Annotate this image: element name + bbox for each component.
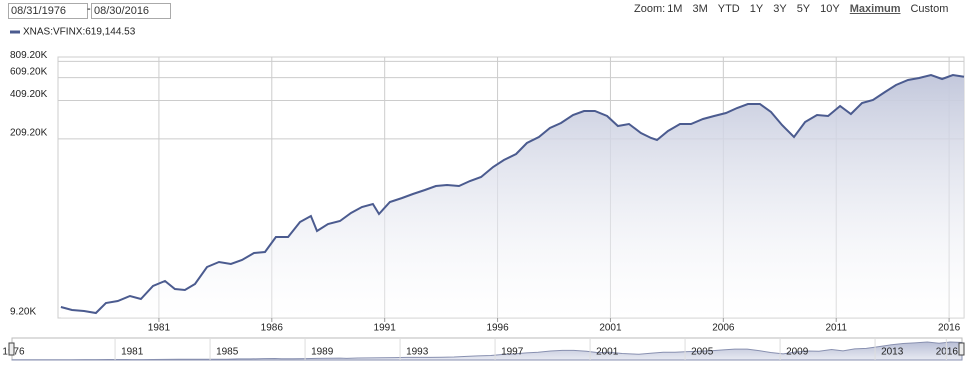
navigator-label: 1993 bbox=[406, 347, 429, 358]
zoom-button[interactable]: Maximum bbox=[849, 3, 901, 15]
zoom-button[interactable]: 3M bbox=[692, 3, 708, 15]
navigator-label: 2009 bbox=[786, 347, 809, 358]
series-line bbox=[60, 73, 965, 315]
x-tick-label: 2006 bbox=[712, 323, 735, 334]
navigator-handle-right bbox=[958, 342, 965, 356]
navigator-label: 2016 bbox=[936, 347, 959, 358]
navigator-label: 1997 bbox=[501, 347, 524, 358]
x-tick-label: 1996 bbox=[486, 323, 509, 334]
zoom-button[interactable]: 1M bbox=[667, 3, 683, 15]
navigator-handle-left bbox=[8, 342, 15, 356]
x-tick-label: 2011 bbox=[825, 323, 847, 334]
zoom-button[interactable]: YTD bbox=[717, 3, 740, 15]
zoom-button[interactable]: 5Y bbox=[796, 3, 811, 15]
zoom-button[interactable]: 3Y bbox=[773, 3, 787, 15]
x-tick-label: 2001 bbox=[599, 323, 622, 334]
x-tick-label: 1981 bbox=[148, 323, 171, 334]
x-tick-label: 2016 bbox=[938, 323, 961, 334]
navigator-label: 1989 bbox=[311, 347, 334, 358]
y-tick-label: 9.20K bbox=[10, 307, 36, 318]
x-tick-label: 1991 bbox=[374, 323, 397, 334]
start-date-input[interactable]: 08/31/1976 bbox=[8, 3, 88, 19]
zoom-button[interactable]: Custom bbox=[910, 3, 949, 15]
zoom-button[interactable]: 10Y bbox=[820, 3, 840, 15]
zoom-button[interactable]: 1Y bbox=[749, 3, 764, 15]
navigator-area bbox=[11, 341, 963, 361]
zoom-label: Zoom: bbox=[634, 3, 666, 15]
area-fill bbox=[60, 75, 964, 318]
x-tick-label: 1986 bbox=[261, 323, 284, 334]
y-tick-label: 409.20K bbox=[10, 89, 48, 100]
date-separator: - bbox=[87, 3, 91, 15]
navigator-label: 1985 bbox=[216, 347, 239, 358]
navigator-label: 2005 bbox=[691, 347, 714, 358]
navigator-label: 2013 bbox=[881, 347, 904, 358]
navigator-label: 2001 bbox=[596, 347, 619, 358]
y-tick-label: 609.20K bbox=[10, 66, 48, 77]
y-tick-label: 209.20K bbox=[10, 128, 48, 139]
zoom-bar: Zoom: 1M 3M YTD 1Y 3Y 5Y 10Y Maximum Custom bbox=[634, 3, 948, 15]
end-date-input[interactable]: 08/30/2016 bbox=[91, 3, 171, 19]
navigator-label: 1981 bbox=[121, 347, 144, 358]
y-tick-label: 809.20K bbox=[10, 50, 48, 61]
legend-label: XNAS:VFINX:619,144.53 bbox=[23, 27, 136, 38]
